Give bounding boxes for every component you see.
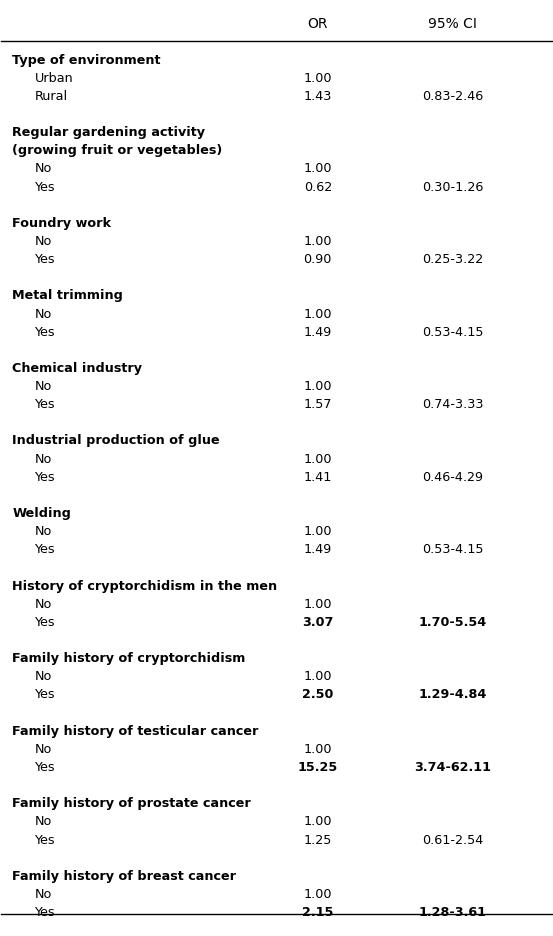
Text: History of cryptorchidism in the men: History of cryptorchidism in the men xyxy=(12,579,278,592)
Text: 1.00: 1.00 xyxy=(304,887,332,900)
Text: No: No xyxy=(34,524,52,537)
Text: No: No xyxy=(34,307,52,320)
Text: Yes: Yes xyxy=(34,905,55,918)
Text: Type of environment: Type of environment xyxy=(12,53,161,66)
Text: Yes: Yes xyxy=(34,253,55,266)
Text: 0.62: 0.62 xyxy=(304,181,332,194)
Text: 1.49: 1.49 xyxy=(304,326,332,338)
Text: 1.25: 1.25 xyxy=(304,833,332,845)
Text: Yes: Yes xyxy=(34,833,55,845)
Text: 1.00: 1.00 xyxy=(304,597,332,610)
Text: Metal trimming: Metal trimming xyxy=(12,289,123,302)
Text: 1.00: 1.00 xyxy=(304,814,332,827)
Text: Yes: Yes xyxy=(34,326,55,338)
Text: Industrial production of glue: Industrial production of glue xyxy=(12,434,220,447)
Text: Family history of testicular cancer: Family history of testicular cancer xyxy=(12,724,259,737)
Text: 0.46-4.29: 0.46-4.29 xyxy=(422,470,483,483)
Text: 0.30-1.26: 0.30-1.26 xyxy=(422,181,483,194)
Text: No: No xyxy=(34,162,52,175)
Text: OR: OR xyxy=(307,17,328,31)
Text: Yes: Yes xyxy=(34,398,55,411)
Text: 0.74-3.33: 0.74-3.33 xyxy=(422,398,483,411)
Text: No: No xyxy=(34,235,52,248)
Text: No: No xyxy=(34,887,52,900)
Text: 1.00: 1.00 xyxy=(304,235,332,248)
Text: 1.00: 1.00 xyxy=(304,380,332,392)
Text: (growing fruit or vegetables): (growing fruit or vegetables) xyxy=(12,144,223,157)
Text: Welding: Welding xyxy=(12,506,71,519)
Text: No: No xyxy=(34,742,52,755)
Text: 0.83-2.46: 0.83-2.46 xyxy=(422,90,483,103)
Text: 1.29-4.84: 1.29-4.84 xyxy=(419,688,487,701)
Text: 3.07: 3.07 xyxy=(302,615,333,628)
Text: Yes: Yes xyxy=(34,615,55,628)
Text: No: No xyxy=(34,669,52,682)
Text: 0.53-4.15: 0.53-4.15 xyxy=(422,543,483,556)
Text: 1.00: 1.00 xyxy=(304,669,332,682)
Text: 1.00: 1.00 xyxy=(304,162,332,175)
Text: Foundry work: Foundry work xyxy=(12,216,111,229)
Text: Yes: Yes xyxy=(34,181,55,194)
Text: Family history of cryptorchidism: Family history of cryptorchidism xyxy=(12,651,246,665)
Text: 2.50: 2.50 xyxy=(302,688,333,701)
Text: 2.15: 2.15 xyxy=(302,905,333,918)
Text: Family history of prostate cancer: Family history of prostate cancer xyxy=(12,797,251,810)
Text: 1.00: 1.00 xyxy=(304,524,332,537)
Text: 1.00: 1.00 xyxy=(304,742,332,755)
Text: 3.74-62.11: 3.74-62.11 xyxy=(414,760,491,773)
Text: Yes: Yes xyxy=(34,470,55,483)
Text: 1.00: 1.00 xyxy=(304,307,332,320)
Text: 1.00: 1.00 xyxy=(304,452,332,465)
Text: 0.90: 0.90 xyxy=(304,253,332,266)
Text: Family history of breast cancer: Family history of breast cancer xyxy=(12,869,236,882)
Text: 1.49: 1.49 xyxy=(304,543,332,556)
Text: No: No xyxy=(34,597,52,610)
Text: Regular gardening activity: Regular gardening activity xyxy=(12,126,205,139)
Text: Yes: Yes xyxy=(34,760,55,773)
Text: 0.53-4.15: 0.53-4.15 xyxy=(422,326,483,338)
Text: Yes: Yes xyxy=(34,688,55,701)
Text: No: No xyxy=(34,814,52,827)
Text: 0.25-3.22: 0.25-3.22 xyxy=(422,253,483,266)
Text: 1.43: 1.43 xyxy=(304,90,332,103)
Text: 15.25: 15.25 xyxy=(298,760,338,773)
Text: No: No xyxy=(34,452,52,465)
Text: Yes: Yes xyxy=(34,543,55,556)
Text: Chemical industry: Chemical industry xyxy=(12,361,142,374)
Text: Rural: Rural xyxy=(34,90,67,103)
Text: 1.70-5.54: 1.70-5.54 xyxy=(419,615,487,628)
Text: No: No xyxy=(34,380,52,392)
Text: 1.41: 1.41 xyxy=(304,470,332,483)
Text: 1.00: 1.00 xyxy=(304,72,332,84)
Text: 1.57: 1.57 xyxy=(304,398,332,411)
Text: Urban: Urban xyxy=(34,72,73,84)
Text: 1.28-3.61: 1.28-3.61 xyxy=(419,905,487,918)
Text: 0.61-2.54: 0.61-2.54 xyxy=(422,833,483,845)
Text: 95% CI: 95% CI xyxy=(428,17,477,31)
